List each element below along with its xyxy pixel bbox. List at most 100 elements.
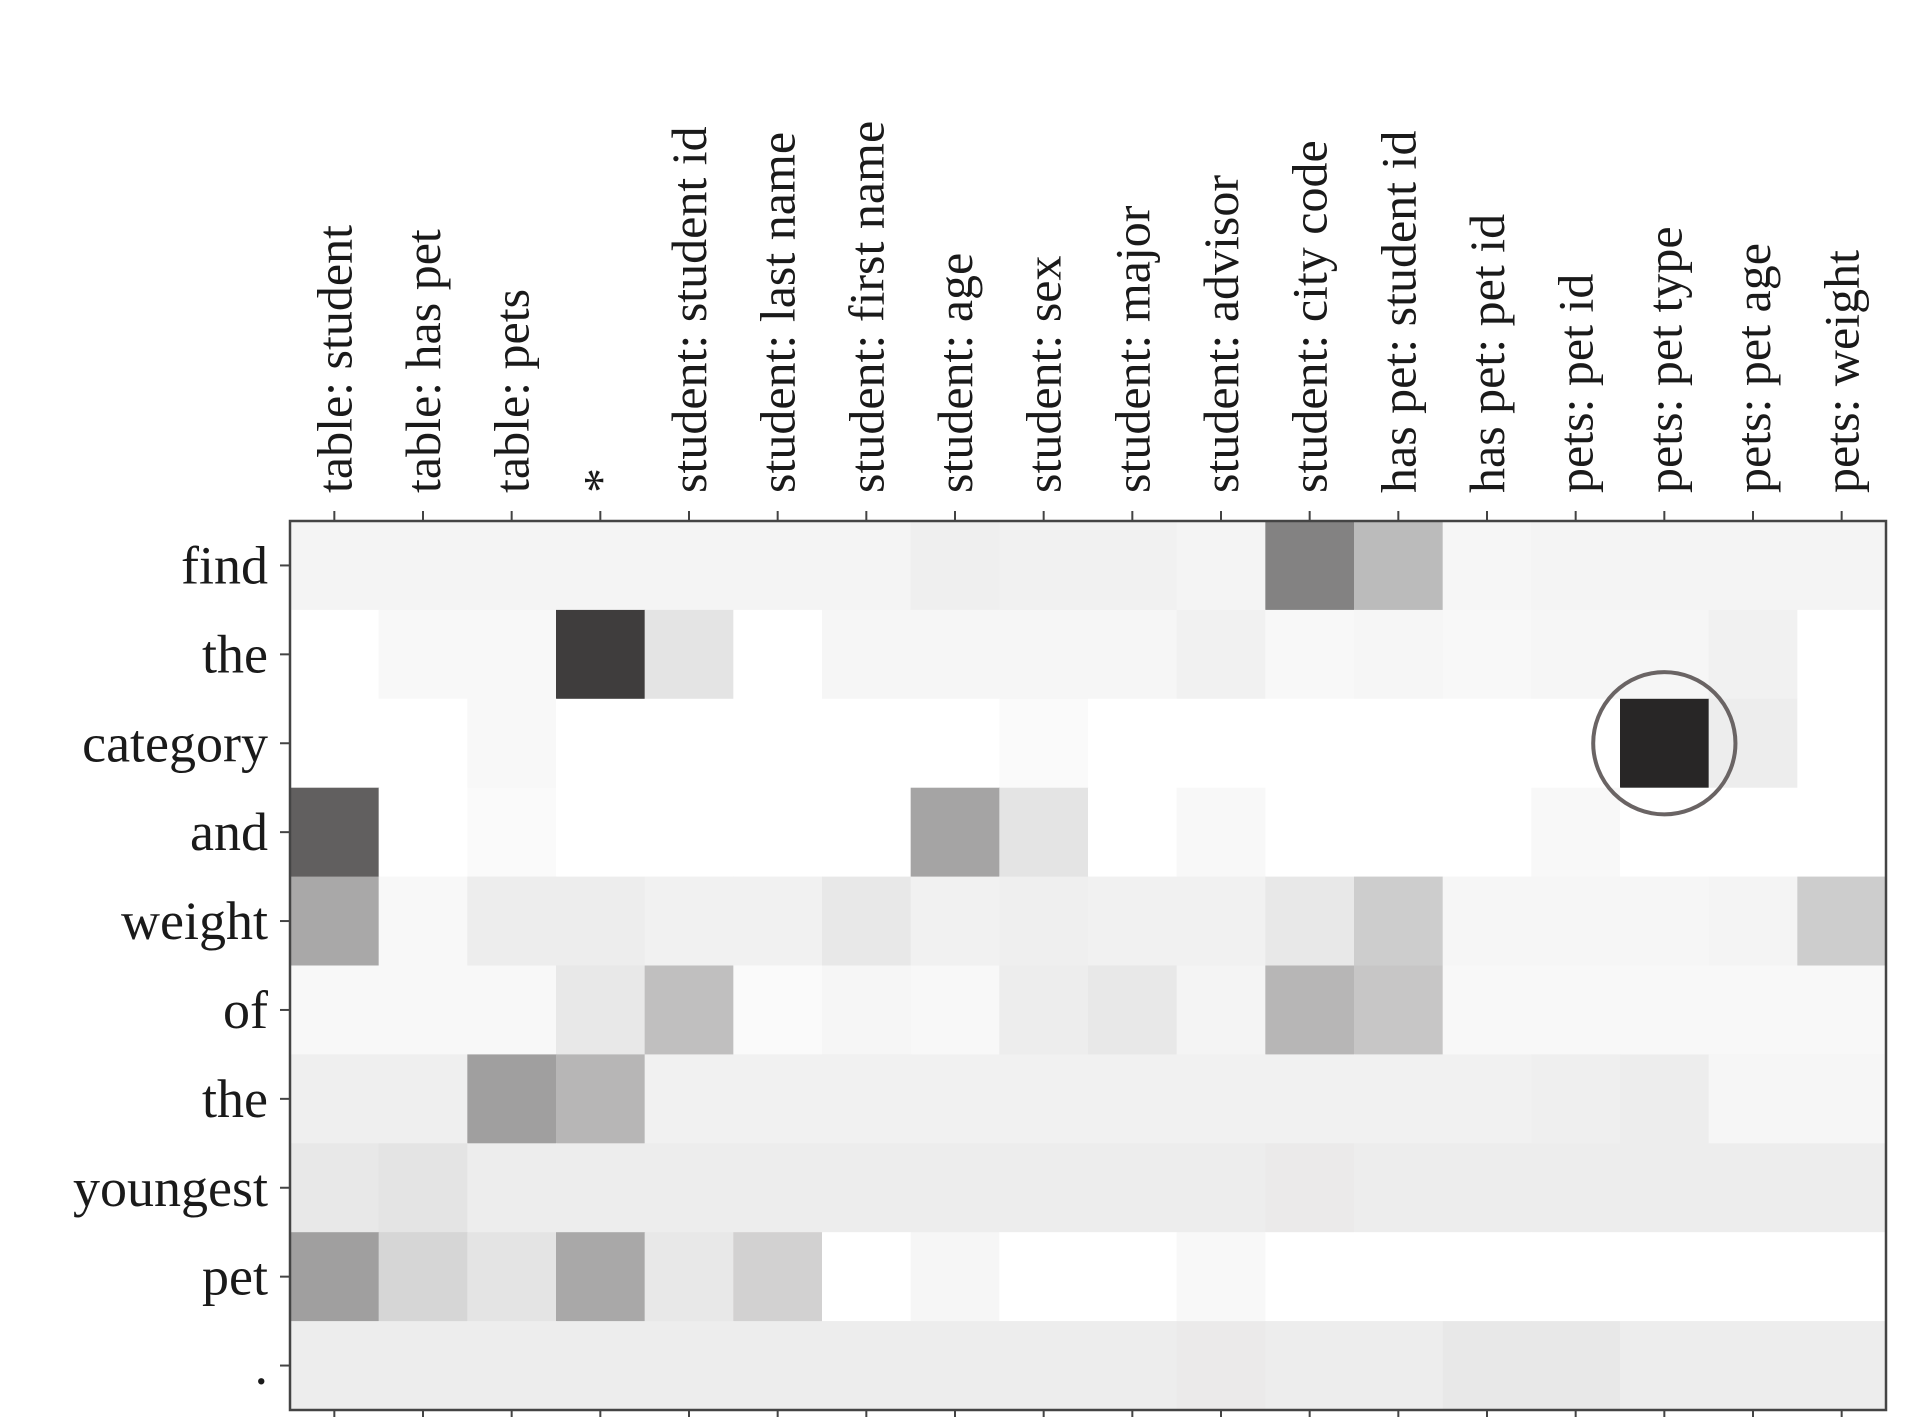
heatmap-cell	[644, 1321, 734, 1411]
heatmap-cell	[822, 787, 912, 878]
heatmap-cell	[290, 1321, 380, 1411]
heatmap-cell	[1176, 609, 1266, 700]
heatmap-cell	[1620, 1054, 1710, 1144]
heatmap-cell	[999, 876, 1089, 967]
heatmap-cell	[1797, 965, 1887, 1055]
heatmap-cell	[1708, 1054, 1798, 1144]
heatmap-cell	[556, 609, 646, 700]
heatmap-cells	[290, 521, 1887, 1411]
y-tick-label: pet	[202, 1247, 268, 1307]
x-tick-label: pets: pet id	[1548, 274, 1604, 493]
heatmap-cell	[910, 1054, 1000, 1144]
heatmap-cell	[290, 876, 380, 967]
heatmap-cell	[1620, 609, 1710, 700]
heatmap-cell	[290, 1143, 380, 1233]
heatmap-cell	[1797, 1232, 1887, 1322]
heatmap-cell	[1620, 1321, 1710, 1411]
heatmap-cell	[1088, 876, 1178, 967]
heatmap-cell	[1088, 787, 1178, 878]
heatmap-cell	[1708, 1143, 1798, 1233]
heatmap-cell	[1620, 876, 1710, 967]
heatmap-cell	[644, 698, 734, 789]
heatmap-cell	[1442, 965, 1532, 1055]
heatmap-cell	[1354, 1321, 1444, 1411]
x-tick-label: table: student	[306, 225, 362, 493]
heatmap-cell	[822, 876, 912, 967]
heatmap-cell	[1442, 876, 1532, 967]
heatmap-cell	[1265, 965, 1355, 1055]
heatmap-cell	[378, 965, 468, 1055]
y-tick-label: youngest	[73, 1158, 268, 1218]
heatmap-cell	[1531, 876, 1621, 967]
heatmap-cell	[1088, 1054, 1178, 1144]
heatmap-cell	[1531, 965, 1621, 1055]
heatmap-cell	[1442, 1143, 1532, 1233]
heatmap-cell	[910, 965, 1000, 1055]
heatmap-cell	[644, 876, 734, 967]
heatmap-cell	[1620, 698, 1710, 789]
heatmap-cell	[1797, 1143, 1887, 1233]
heatmap-cell	[1176, 521, 1266, 611]
heatmap-cell	[1442, 787, 1532, 878]
heatmap-cell	[644, 1232, 734, 1322]
y-tick-label: .	[255, 1336, 269, 1396]
heatmap-cell	[644, 609, 734, 700]
heatmap-cell	[1708, 521, 1798, 611]
x-tick-label: student: first name	[838, 121, 894, 493]
heatmap-cell	[556, 698, 646, 789]
heatmap-cell	[290, 1232, 380, 1322]
x-ticks	[333, 511, 1843, 1417]
heatmap-cell	[556, 965, 646, 1055]
heatmap-cell	[1354, 698, 1444, 789]
heatmap-cell	[556, 1054, 646, 1144]
heatmap-cell	[1176, 1232, 1266, 1322]
heatmap-cell	[1088, 1143, 1178, 1233]
heatmap-cell	[1088, 698, 1178, 789]
heatmap-cell	[1354, 965, 1444, 1055]
heatmap-cell	[1531, 1232, 1621, 1322]
heatmap-cell	[467, 876, 557, 967]
heatmap-cell	[1708, 609, 1798, 700]
heatmap-cell	[644, 1143, 734, 1233]
x-tick-label: *	[572, 468, 628, 493]
x-tick-label: pets: weight	[1814, 250, 1870, 493]
heatmap-cell	[1176, 876, 1266, 967]
x-tick-label: student: major	[1104, 205, 1160, 493]
heatmap-cell	[1620, 787, 1710, 878]
heatmap-cell	[1708, 1232, 1798, 1322]
heatmap-cell	[1797, 521, 1887, 611]
heatmap-cell	[644, 1054, 734, 1144]
x-tick-label: has pet: student id	[1370, 131, 1426, 493]
heatmap-cell	[1088, 1232, 1178, 1322]
heatmap-cell	[467, 1321, 557, 1411]
heatmap-cell	[467, 1232, 557, 1322]
y-tick-label: weight	[121, 891, 268, 951]
heatmap-cell	[999, 787, 1089, 878]
heatmap-cell	[1176, 1054, 1266, 1144]
heatmap-cell	[822, 1321, 912, 1411]
heatmap-cell	[1088, 965, 1178, 1055]
heatmap-cell	[556, 876, 646, 967]
heatmap-cell	[910, 876, 1000, 967]
heatmap-cell	[733, 787, 823, 878]
heatmap-cell	[1354, 787, 1444, 878]
heatmap-cell	[822, 521, 912, 611]
heatmap-cell	[1265, 1054, 1355, 1144]
heatmap-cell	[1797, 876, 1887, 967]
heatmap-cell	[1265, 1321, 1355, 1411]
heatmap-cell	[378, 876, 468, 967]
heatmap-cell	[378, 787, 468, 878]
y-tick-label: category	[82, 713, 268, 773]
heatmap-cell	[1088, 1321, 1178, 1411]
heatmap-cell	[644, 965, 734, 1055]
heatmap-cell	[1708, 787, 1798, 878]
heatmap-cell	[1088, 521, 1178, 611]
heatmap-cell	[1354, 1232, 1444, 1322]
heatmap-cell	[1797, 609, 1887, 700]
heatmap-cell	[910, 521, 1000, 611]
heatmap-cell	[1354, 1143, 1444, 1233]
heatmap-cell	[1354, 521, 1444, 611]
heatmap-cell	[1265, 876, 1355, 967]
heatmap-cell	[290, 787, 380, 878]
heatmap-cell	[733, 965, 823, 1055]
